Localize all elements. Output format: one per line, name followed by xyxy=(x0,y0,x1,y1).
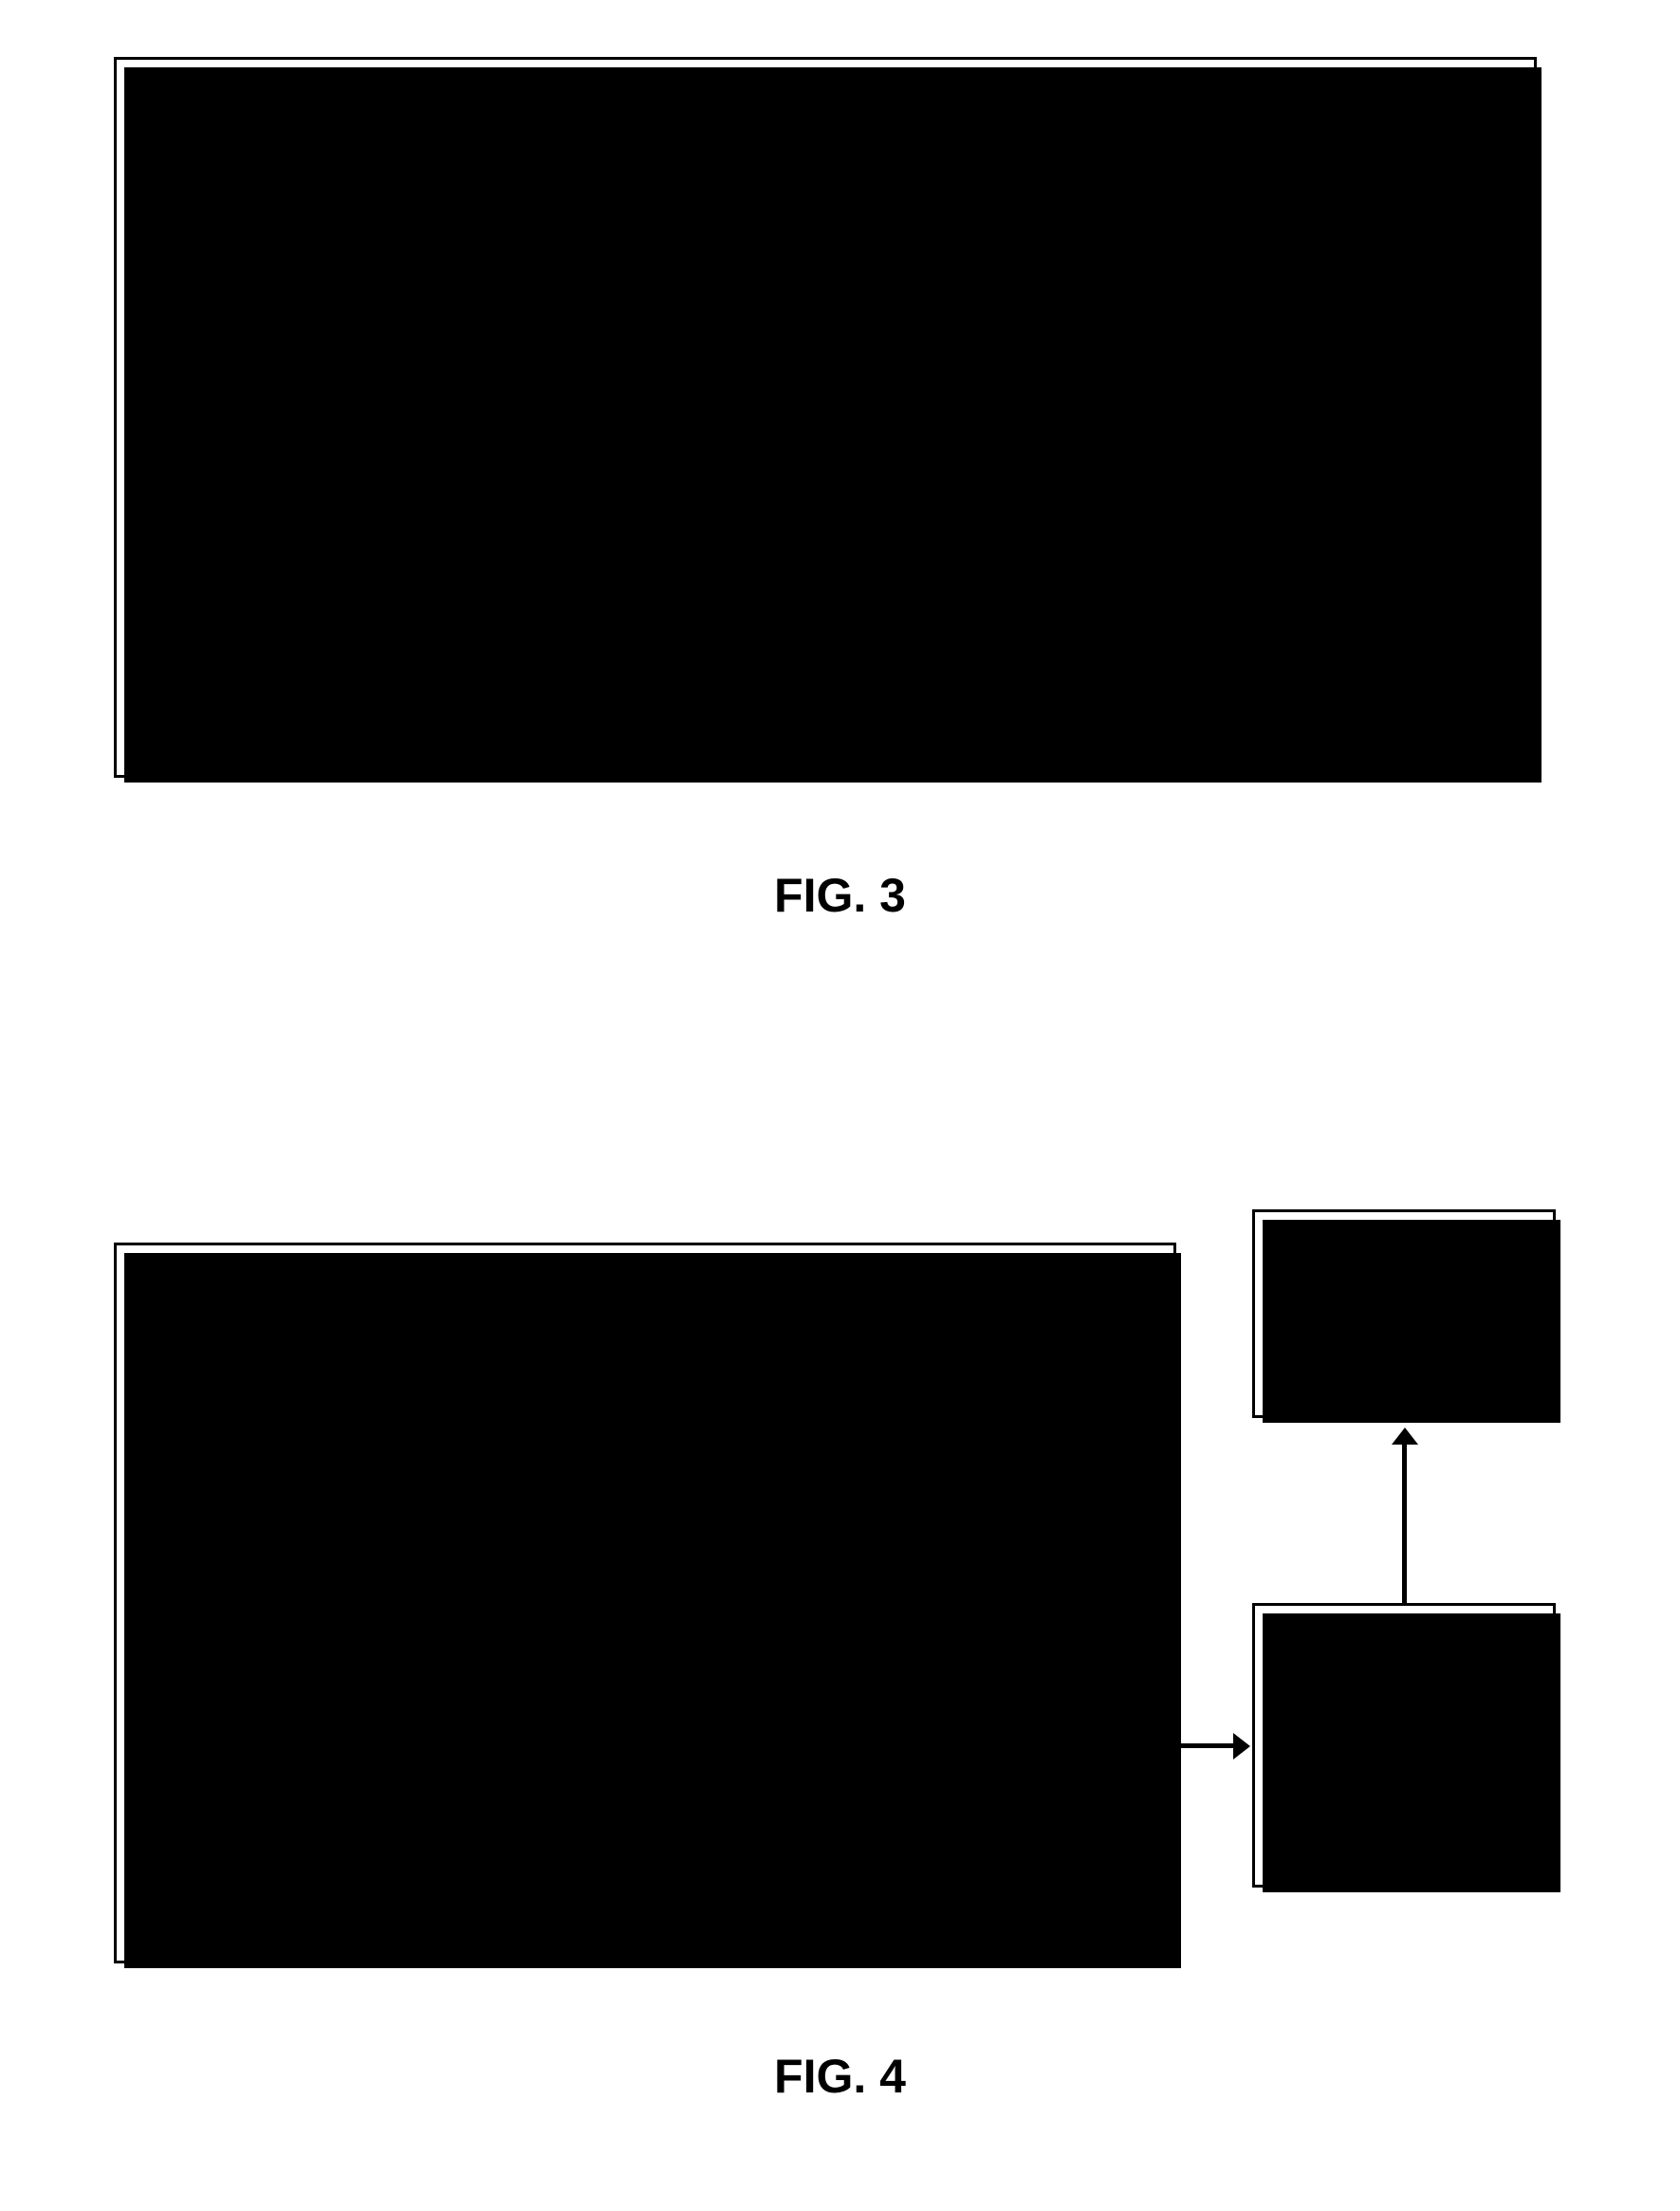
execunits-label: EXECUTION UNITS 202-206 xyxy=(1255,1686,1553,1817)
fig3-container: VECTOR EXECUTION UNIT 204 xyxy=(114,57,1537,778)
fig4-container-label: DISPATCH UNIT 208 xyxy=(145,1905,450,1942)
fig4-caption: FIG. 4 xyxy=(0,2049,1680,2104)
monitor-label: MONITORING MECHANISM 406 xyxy=(1255,1255,1553,1386)
execution-units-box: EXECUTION UNITS 202-206 xyxy=(1252,1603,1556,1888)
fig4-container: DISPATCH UNIT 208 xyxy=(114,1243,1176,1963)
monitoring-mechanism-box: MONITORING MECHANISM 406 xyxy=(1252,1209,1556,1418)
fig3-caption: FIG. 3 xyxy=(0,868,1680,923)
fig3-container-label: VECTOR EXECUTION UNIT 204 xyxy=(145,719,622,756)
arrow-exec-mon xyxy=(1402,1443,1407,1603)
page: VECTOR EXECUTION UNIT 204 VECTOR REGISTE… xyxy=(0,0,1680,2211)
